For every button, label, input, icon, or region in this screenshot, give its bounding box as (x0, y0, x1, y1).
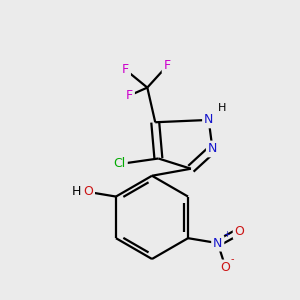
Text: F: F (122, 63, 129, 76)
Text: H: H (218, 103, 227, 113)
Text: F: F (126, 89, 133, 102)
Text: F: F (164, 59, 171, 72)
Text: N: N (204, 113, 213, 126)
Text: N: N (213, 237, 222, 250)
Text: H: H (72, 185, 81, 198)
Text: Cl: Cl (114, 157, 126, 170)
Text: -: - (231, 254, 234, 264)
Text: O: O (221, 261, 231, 274)
Text: O: O (235, 225, 244, 238)
Text: O: O (83, 185, 93, 198)
Text: N: N (208, 142, 217, 155)
Text: +: + (223, 230, 230, 239)
